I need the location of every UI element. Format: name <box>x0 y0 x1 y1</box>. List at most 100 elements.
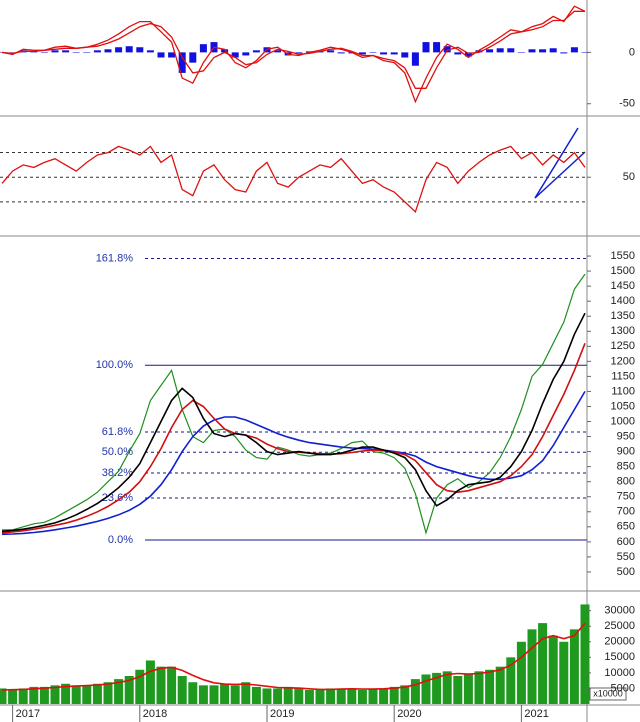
bar <box>369 52 377 53</box>
x-tick-label: 2017 <box>16 708 40 720</box>
x-tick-label: 2018 <box>143 708 167 720</box>
y-tick-label: 700 <box>617 506 635 518</box>
y-tick-label: 600 <box>617 536 635 548</box>
bar <box>29 686 39 704</box>
bar <box>18 688 28 704</box>
bar <box>485 669 495 704</box>
x-tick-label: 2021 <box>524 708 548 720</box>
x-tick-label: 2020 <box>397 708 421 720</box>
bar <box>506 657 516 704</box>
bar <box>124 676 134 704</box>
bar <box>82 685 92 704</box>
series-line <box>1 390 586 536</box>
bar <box>315 690 325 704</box>
bar <box>463 674 473 704</box>
bar <box>421 674 431 704</box>
bar <box>262 688 272 704</box>
bar <box>221 49 229 53</box>
bar <box>453 676 463 704</box>
bar <box>71 685 81 704</box>
bar <box>539 49 547 53</box>
series-line <box>1 145 586 213</box>
bar <box>569 629 579 704</box>
unit-box <box>589 687 627 701</box>
bar <box>178 52 186 73</box>
bar <box>93 50 101 53</box>
bar <box>251 686 261 704</box>
bar <box>358 52 366 55</box>
bar <box>357 690 367 704</box>
bar <box>157 52 165 58</box>
bar <box>464 52 472 57</box>
fib-label: 100.0% <box>96 359 134 371</box>
trend-line <box>534 151 586 199</box>
bar <box>231 52 239 58</box>
y-tick-label: 750 <box>617 491 635 503</box>
bar <box>516 641 526 704</box>
bar <box>443 46 451 53</box>
bar <box>295 52 303 54</box>
y-tick-label: 5000 <box>611 682 635 694</box>
bar <box>252 50 260 53</box>
bar <box>496 48 504 53</box>
bar <box>442 671 452 704</box>
y-tick-label: 850 <box>617 461 635 473</box>
bar <box>337 52 345 54</box>
y-tick-label: 1300 <box>611 325 635 337</box>
bar <box>104 49 112 53</box>
bar <box>136 47 144 53</box>
bar <box>40 52 48 53</box>
y-tick-label: 1100 <box>611 385 635 397</box>
y-tick-label: -50 <box>619 98 635 110</box>
bar <box>495 666 505 704</box>
bar <box>422 42 430 53</box>
y-tick-label: 50 <box>623 171 635 183</box>
bar <box>411 52 419 66</box>
bar <box>209 685 219 704</box>
bar <box>199 44 207 53</box>
bar <box>167 666 177 704</box>
bar <box>135 669 145 704</box>
bar <box>517 52 525 53</box>
bar <box>368 688 378 704</box>
bar <box>146 50 154 53</box>
bar <box>528 49 536 53</box>
bar <box>538 623 548 704</box>
bar <box>115 47 123 53</box>
series-line <box>1 622 586 691</box>
bar <box>410 679 420 704</box>
y-tick-label: 650 <box>617 521 635 533</box>
y-tick-label: 1200 <box>611 355 635 367</box>
bar <box>62 50 70 53</box>
bar <box>50 685 60 704</box>
bar <box>168 52 176 58</box>
bar <box>241 682 251 704</box>
bar <box>125 46 133 53</box>
bar <box>432 672 442 704</box>
bar <box>475 50 483 53</box>
y-tick-label: 25000 <box>604 620 635 632</box>
bar <box>581 52 589 53</box>
bar <box>580 604 590 704</box>
y-tick-label: 1450 <box>611 280 635 292</box>
fib-label: 0.0% <box>108 534 133 546</box>
bar <box>549 48 557 53</box>
bar <box>283 686 293 704</box>
bar <box>188 682 198 704</box>
x-tick-label: 2019 <box>270 708 294 720</box>
bar <box>390 52 398 55</box>
bar <box>230 685 240 704</box>
y-tick-label: 1250 <box>611 340 635 352</box>
y-tick-label: 30000 <box>604 605 635 617</box>
y-tick-label: 1350 <box>611 310 635 322</box>
bar <box>189 52 197 63</box>
bar <box>83 52 91 53</box>
y-tick-label: 800 <box>617 476 635 488</box>
y-tick-label: 20000 <box>604 636 635 648</box>
bar <box>51 50 59 53</box>
y-tick-label: 1400 <box>611 295 635 307</box>
bar <box>114 679 124 704</box>
bar <box>336 688 346 704</box>
bar <box>560 52 568 54</box>
